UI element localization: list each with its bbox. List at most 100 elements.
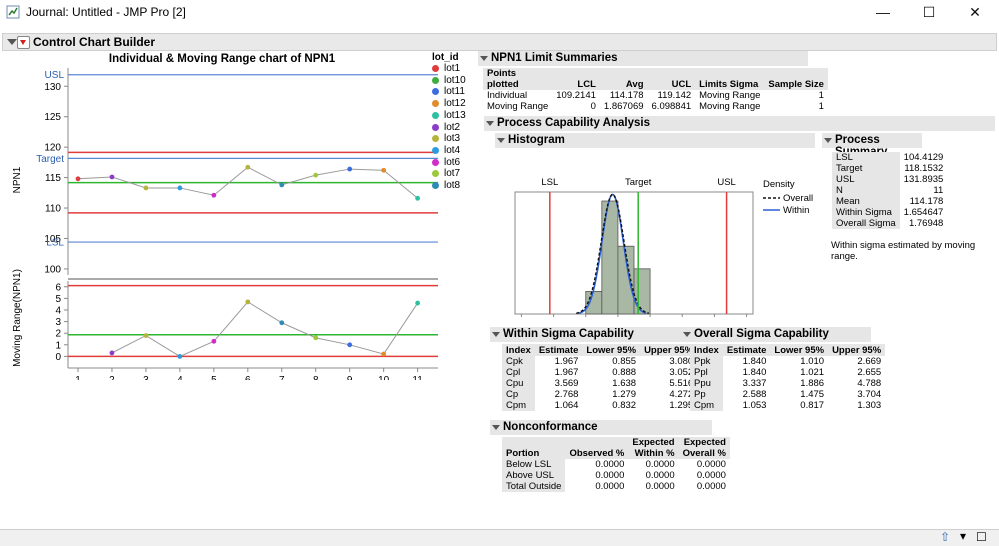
y-tick-label: 125 — [44, 112, 61, 123]
legend-item[interactable]: lot8 — [432, 180, 487, 192]
legend-item[interactable]: lot13 — [432, 110, 487, 122]
table-cell: Individual — [487, 90, 528, 101]
legend-marker-icon — [432, 158, 439, 166]
table-cell: Moving Range — [699, 101, 761, 112]
table-cell: 3.337 — [742, 378, 767, 389]
series-line — [111, 301, 419, 357]
legend-item[interactable]: lot10 — [432, 75, 487, 87]
table-cell: Mean — [832, 196, 900, 207]
process-summary-header[interactable]: Process Summary — [822, 133, 922, 158]
chevron-down-icon[interactable]: ▾ — [960, 529, 967, 543]
histogram-header[interactable]: Histogram — [495, 133, 815, 148]
col-portion: Portion — [502, 437, 566, 459]
data-point — [109, 350, 115, 356]
legend-item-label: lot13 — [444, 109, 466, 121]
table-cell: N — [832, 185, 900, 196]
minimize-icon[interactable]: — — [876, 4, 890, 20]
disclosure-triangle-icon[interactable] — [486, 121, 494, 126]
legend-item[interactable]: lot3 — [432, 133, 487, 145]
legend-item[interactable]: lot12 — [432, 98, 487, 110]
limit-summaries-table: Points plotted LCL Avg UCL Limits Sigma S… — [483, 68, 828, 112]
overall-legend-label: Overall — [783, 193, 813, 204]
y-tick-label: 120 — [44, 143, 61, 154]
table-row: Cpm 1.064 0.832 1.295 — [502, 400, 697, 411]
legend-item[interactable]: lot7 — [432, 168, 487, 180]
disclosure-triangle-icon[interactable] — [480, 56, 488, 61]
disclosure-triangle-icon[interactable] — [7, 39, 17, 45]
column-header: Index — [502, 344, 535, 356]
table-cell: 0.0000 — [595, 470, 625, 481]
legend-item[interactable]: lot4 — [432, 145, 487, 157]
table-cell: 1.053 — [742, 400, 767, 411]
table-row: Above USL 0.0000 0.0000 0.0000 — [502, 470, 730, 481]
disclosure-triangle-icon[interactable] — [492, 332, 500, 337]
table-cell: Total Outside — [502, 481, 566, 492]
table-cell: 109.2141 — [556, 90, 596, 101]
table-cell: 119.142 — [657, 90, 692, 101]
control-chart-builder-header[interactable]: Control Chart Builder — [2, 33, 997, 51]
table-cell: Cpm — [502, 400, 535, 411]
maximize-icon[interactable]: ☐ — [922, 4, 936, 20]
chart-title: Individual & Moving Range chart of NPN1 — [109, 53, 336, 65]
red-triangle-menu-icon[interactable] — [17, 36, 30, 49]
within-legend-label: Within — [783, 205, 809, 216]
col-expected-overall-line2: Overall % — [682, 448, 726, 459]
legend-item-label: lot6 — [444, 156, 461, 168]
legend-item[interactable]: lot1 — [432, 63, 487, 75]
limit-summaries-header[interactable]: NPN1 Limit Summaries — [478, 51, 808, 66]
legend-item-label: lot2 — [444, 121, 461, 133]
legend-item[interactable]: lot6 — [432, 157, 487, 169]
y-tick-label: 2 — [55, 329, 61, 340]
disclosure-triangle-icon[interactable] — [497, 138, 505, 143]
within-sigma-capability-header[interactable]: Within Sigma Capability — [490, 327, 683, 342]
x-tick-label: 5 — [211, 375, 217, 380]
y-tick-label: 4 — [55, 306, 61, 317]
nonconformance-header[interactable]: Nonconformance — [490, 420, 712, 435]
table-cell: Within Sigma — [832, 207, 900, 218]
overall-density-curve — [576, 193, 650, 314]
table-cell: 3.569 — [554, 378, 579, 389]
disclosure-triangle-icon[interactable] — [683, 332, 691, 337]
histogram-title: Histogram — [508, 134, 565, 146]
table-cell: 1.295 — [669, 400, 694, 411]
col-expected-within-line2: Within % — [634, 448, 675, 459]
overall-sigma-table: Index Estimate Lower 95% Upper 95% Ppk 1.840 1… — [690, 344, 886, 411]
table-cell: 0.0000 — [645, 481, 675, 492]
table-cell: Pp — [690, 389, 723, 400]
x-tick-label: 8 — [313, 375, 319, 380]
col-expected-within: Expected Within % — [628, 437, 679, 459]
table-cell: 0.0000 — [696, 459, 726, 470]
legend-item[interactable]: lot2 — [432, 122, 487, 134]
legend-item[interactable]: lot11 — [432, 86, 487, 98]
table-row: Cp 2.768 1.279 4.272 — [502, 389, 697, 400]
disclosure-triangle-icon[interactable] — [824, 138, 832, 143]
process-capability-header[interactable]: Process Capability Analysis — [484, 116, 995, 131]
square-icon[interactable]: ☐ — [976, 530, 987, 544]
legend-item-label: lot3 — [444, 133, 461, 145]
table-cell: Overall Sigma — [832, 218, 900, 229]
table-cell: 1.967 — [554, 367, 579, 378]
process-capability-title: Process Capability Analysis — [497, 117, 650, 129]
data-point — [143, 333, 149, 338]
y-tick-label: 0 — [55, 352, 61, 363]
table-cell: Ppk — [690, 356, 723, 367]
data-point — [177, 354, 183, 359]
close-icon[interactable]: ✕ — [969, 4, 981, 20]
data-point — [211, 338, 217, 344]
lsl-label: LSL — [541, 177, 558, 188]
overall-sigma-capability-header[interactable]: Overall Sigma Capability — [681, 327, 871, 342]
table-cell: 1.638 — [612, 378, 637, 389]
table-cell: Cpm — [690, 400, 723, 411]
column-header: Upper 95% — [640, 344, 698, 356]
column-header: Upper 95% — [828, 344, 886, 356]
col-limits-sigma: Limits Sigma — [695, 68, 765, 90]
legend-marker-icon — [432, 100, 439, 108]
table-cell: 4.272 — [669, 389, 694, 400]
table-cell: 0.0000 — [595, 459, 625, 470]
table-cell: Ppu — [690, 378, 723, 389]
x-tick-label: 2 — [109, 375, 115, 380]
up-arrow-icon[interactable]: ⇧ — [940, 530, 951, 544]
table-cell: 1 — [818, 101, 824, 112]
table-cell: 1.840 — [742, 356, 767, 367]
disclosure-triangle-icon[interactable] — [492, 425, 500, 430]
